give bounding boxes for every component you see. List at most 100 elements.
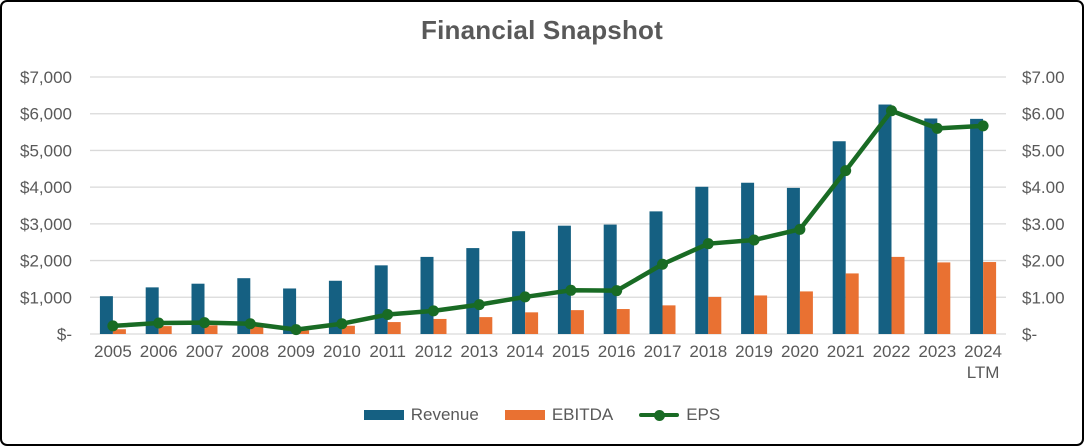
eps-marker — [657, 258, 668, 270]
y-axis-tick-left: $7,000 — [20, 68, 72, 87]
eps-line — [110, 108, 986, 332]
eps-marker — [611, 285, 623, 297]
x-axis-label: 2009 — [277, 342, 315, 361]
eps-marker — [794, 223, 806, 235]
ebitda-bar — [250, 326, 264, 334]
x-axis-label: 2011 — [369, 342, 406, 361]
revenue-bar — [466, 248, 480, 334]
revenue-bar — [283, 288, 297, 334]
y-axis-tick-left: $5,000 — [20, 141, 72, 160]
eps-marker — [428, 305, 439, 317]
x-axis-label: 2006 — [140, 342, 178, 361]
revenue-swatch-icon — [363, 410, 404, 420]
legend-item-eps: EPS — [639, 405, 720, 425]
eps-marker — [244, 318, 256, 330]
x-axis-label: 2014 — [506, 342, 544, 361]
ebitda-bar — [570, 310, 584, 334]
eps-marker-icon — [653, 409, 665, 421]
eps-marker — [336, 318, 348, 330]
ebitda-bar — [983, 262, 997, 334]
y-axis-tick-left: $1,000 — [20, 288, 72, 307]
y-axis-tick-right: $1.00 — [1022, 288, 1065, 307]
revenue-bar — [649, 211, 663, 334]
revenue-bar — [695, 186, 709, 334]
legend-label-revenue: Revenue — [410, 405, 479, 424]
legend-label-ebitda: EBITDA — [551, 405, 614, 424]
eps-marker — [382, 309, 394, 321]
y-axis-tick-left: $2,000 — [20, 252, 72, 271]
revenue-bar — [741, 182, 755, 334]
eps-marker — [565, 284, 577, 296]
ebitda-bar — [662, 305, 676, 334]
ebitda-bar — [616, 309, 630, 334]
ebitda-bar — [937, 262, 951, 334]
ebitda-bar — [845, 273, 859, 334]
x-axis-label: 2018 — [689, 342, 727, 361]
x-axis-label: 2024 LTM — [964, 342, 1002, 382]
revenue-bar — [420, 256, 434, 334]
x-axis-label: 2013 — [460, 342, 498, 361]
eps-marker — [199, 317, 210, 329]
ebitda-bar — [112, 329, 126, 334]
revenue-bar — [878, 104, 892, 335]
x-axis-label: 2019 — [735, 342, 773, 361]
y-axis-tick-left: $4,000 — [20, 178, 72, 197]
x-axis-label: 2017 — [644, 342, 682, 361]
revenue-bar — [970, 118, 984, 335]
eps-marker — [473, 299, 485, 311]
ebitda-bar — [799, 291, 813, 334]
y-axis-tick-left: $3,000 — [20, 215, 72, 234]
y-axis-tick-right: $3.00 — [1022, 215, 1065, 234]
legend: Revenue EBITDA EPS — [2, 405, 1082, 425]
legend-item-revenue: Revenue — [363, 405, 479, 425]
legend-label-eps: EPS — [686, 405, 721, 424]
eps-marker — [519, 291, 531, 303]
eps-marker — [702, 238, 714, 250]
chart-title: Financial Snapshot — [421, 15, 663, 45]
ebitda-bar — [891, 256, 905, 334]
revenue-bar — [786, 187, 800, 334]
ebitda-bar — [204, 325, 218, 334]
eps-line-swatch-icon — [639, 409, 680, 421]
x-axis-label: 2023 — [918, 342, 956, 361]
x-axis-label: 2007 — [186, 342, 224, 361]
ebitda-bar — [387, 322, 401, 334]
y-axis-tick-left: $- — [57, 325, 72, 344]
ebitda-swatch-icon — [504, 410, 545, 420]
x-axis-label: 2022 — [873, 342, 911, 361]
ebitda-bar — [479, 317, 493, 334]
x-axis-label: 2016 — [598, 342, 636, 361]
ebitda-bar — [341, 325, 355, 334]
y-axis-tick-right: $4.00 — [1022, 178, 1065, 197]
revenue-bar — [924, 118, 938, 334]
x-axis-label: 2020 — [781, 342, 819, 361]
x-axis-label: 2012 — [415, 342, 453, 361]
ebitda-bar — [708, 296, 722, 334]
legend-item-ebitda: EBITDA — [504, 405, 614, 425]
x-axis-label: 2008 — [231, 342, 269, 361]
revenue-bar — [512, 231, 526, 334]
y-axis-tick-right: $7.00 — [1022, 68, 1065, 87]
ebitda-bar — [296, 330, 310, 334]
ebitda-bar — [525, 312, 539, 334]
ebitda-bar — [158, 326, 172, 334]
eps-marker — [840, 165, 852, 177]
eps-marker — [290, 324, 302, 336]
x-axis-label: 2005 — [94, 342, 132, 361]
eps-marker — [748, 234, 760, 246]
eps-marker — [107, 320, 119, 332]
y-axis-tick-right: $6.00 — [1022, 105, 1065, 124]
ebitda-bar — [433, 318, 447, 334]
y-axis-tick-right: $2.00 — [1022, 252, 1065, 271]
y-axis-tick-right: $- — [1022, 325, 1037, 344]
revenue-bar — [832, 141, 846, 334]
eps-marker — [977, 120, 989, 132]
eps-marker — [153, 317, 165, 329]
ebitda-bar — [754, 295, 768, 334]
eps-marker — [931, 122, 943, 134]
revenue-bar — [603, 224, 617, 334]
y-axis-tick-right: $5.00 — [1022, 141, 1065, 160]
x-axis-label: 2010 — [323, 342, 361, 361]
revenue-bar — [557, 225, 571, 334]
